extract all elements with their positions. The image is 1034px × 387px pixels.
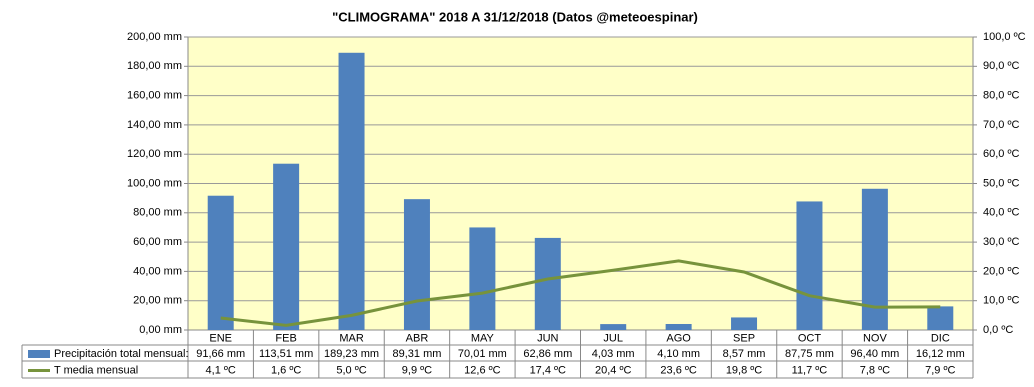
bar: [861, 188, 888, 330]
table-value: 89,31 mm: [392, 348, 441, 360]
y2-tick-label: 40,0 ºC: [983, 207, 1019, 219]
y-tick-label: 40,00 mm: [133, 265, 182, 277]
bar: [207, 195, 234, 330]
bar: [273, 163, 300, 330]
table-value: 8,57 mm: [723, 348, 766, 360]
line: [220, 259, 941, 327]
bar: [927, 306, 954, 330]
y-tick-label: 0,00 mm: [139, 324, 182, 336]
table-value: 7,9 ºC: [925, 364, 955, 376]
legend-key: [28, 350, 50, 358]
y2-tick-label: 80,0 ºC: [983, 90, 1019, 102]
bar: [731, 317, 758, 330]
bar: [600, 324, 627, 330]
y-tick-label: 60,00 mm: [133, 236, 182, 248]
x-tick-label: MAR: [339, 332, 364, 344]
table-value: 87,75 mm: [785, 348, 834, 360]
table-value: 91,66 mm: [196, 348, 245, 360]
legend-label: T media mensual: [54, 364, 138, 376]
y-tick-label: 120,00 mm: [127, 148, 182, 160]
table-value: 7,8 ºC: [860, 364, 890, 376]
bar: [796, 201, 823, 330]
table-value: 9,9 ºC: [402, 364, 432, 376]
table-value: 11,7 ºC: [792, 364, 828, 376]
table-value: 20,4 ºC: [595, 364, 631, 376]
table-value: 4,10 mm: [657, 348, 700, 360]
y-tick-label: 200,00 mm: [127, 31, 182, 43]
x-tick-label: JUN: [537, 332, 558, 344]
table-value: 12,6 ºC: [464, 364, 500, 376]
y-tick-label: 100,00 mm: [127, 177, 182, 189]
y2-tick-label: 50,0 ºC: [983, 177, 1019, 189]
y-tick-label: 180,00 mm: [127, 60, 182, 72]
table-value: 4,03 mm: [592, 348, 635, 360]
table-value: 4,1 ºC: [206, 364, 236, 376]
bar: [534, 237, 561, 330]
y-tick-label: 140,00 mm: [127, 119, 182, 131]
x-tick-label: DIC: [931, 332, 950, 344]
y2-tick-label: 90,0 ºC: [983, 60, 1019, 72]
y2-tick-label: 100,0 ºC: [983, 31, 1026, 43]
x-tick-label: OCT: [798, 332, 822, 344]
table-value: 62,86 mm: [523, 348, 572, 360]
table-value: 23,6 ºC: [660, 364, 696, 376]
y-tick-label: 160,00 mm: [127, 90, 182, 102]
x-tick-label: MAY: [471, 332, 495, 344]
bar: [403, 199, 430, 330]
bar: [338, 52, 365, 331]
x-tick-label: NOV: [863, 332, 888, 344]
y2-tick-label: 10,0 ºC: [983, 295, 1019, 307]
x-tick-label: AGO: [666, 332, 691, 344]
y2-tick-label: 60,0 ºC: [983, 148, 1019, 160]
x-tick-label: JUL: [603, 332, 623, 344]
y2-tick-label: 30,0 ºC: [983, 236, 1019, 248]
x-tick-label: SEP: [733, 332, 755, 344]
table-value: 189,23 mm: [324, 348, 379, 360]
x-tick-label: ABR: [406, 332, 429, 344]
table-value: 96,40 mm: [850, 348, 899, 360]
x-tick-label: ENE: [209, 332, 232, 344]
table-value: 1,6 ºC: [271, 364, 301, 376]
y2-tick-label: 20,0 ºC: [983, 265, 1019, 277]
table-value: 113,51 mm: [259, 348, 313, 360]
y2-tick-label: 0,0 ºC: [983, 324, 1013, 336]
table-value: 70,01 mm: [458, 348, 507, 360]
y-tick-label: 80,00 mm: [133, 207, 182, 219]
legend-label: Precipitación total mensual:: [54, 348, 189, 360]
bar: [469, 227, 496, 330]
chart-title: "CLIMOGRAMA" 2018 A 31/12/2018 (Datos @m…: [332, 9, 698, 24]
table-value: 5,0 ºC: [336, 364, 366, 376]
table-value: 19,8 ºC: [726, 364, 762, 376]
table-value: 17,4 ºC: [530, 364, 566, 376]
y2-tick-label: 70,0 ºC: [983, 119, 1019, 131]
y-tick-label: 20,00 mm: [133, 295, 182, 307]
x-tick-label: FEB: [275, 332, 296, 344]
bar: [665, 323, 692, 330]
table-value: 16,12 mm: [916, 348, 965, 360]
